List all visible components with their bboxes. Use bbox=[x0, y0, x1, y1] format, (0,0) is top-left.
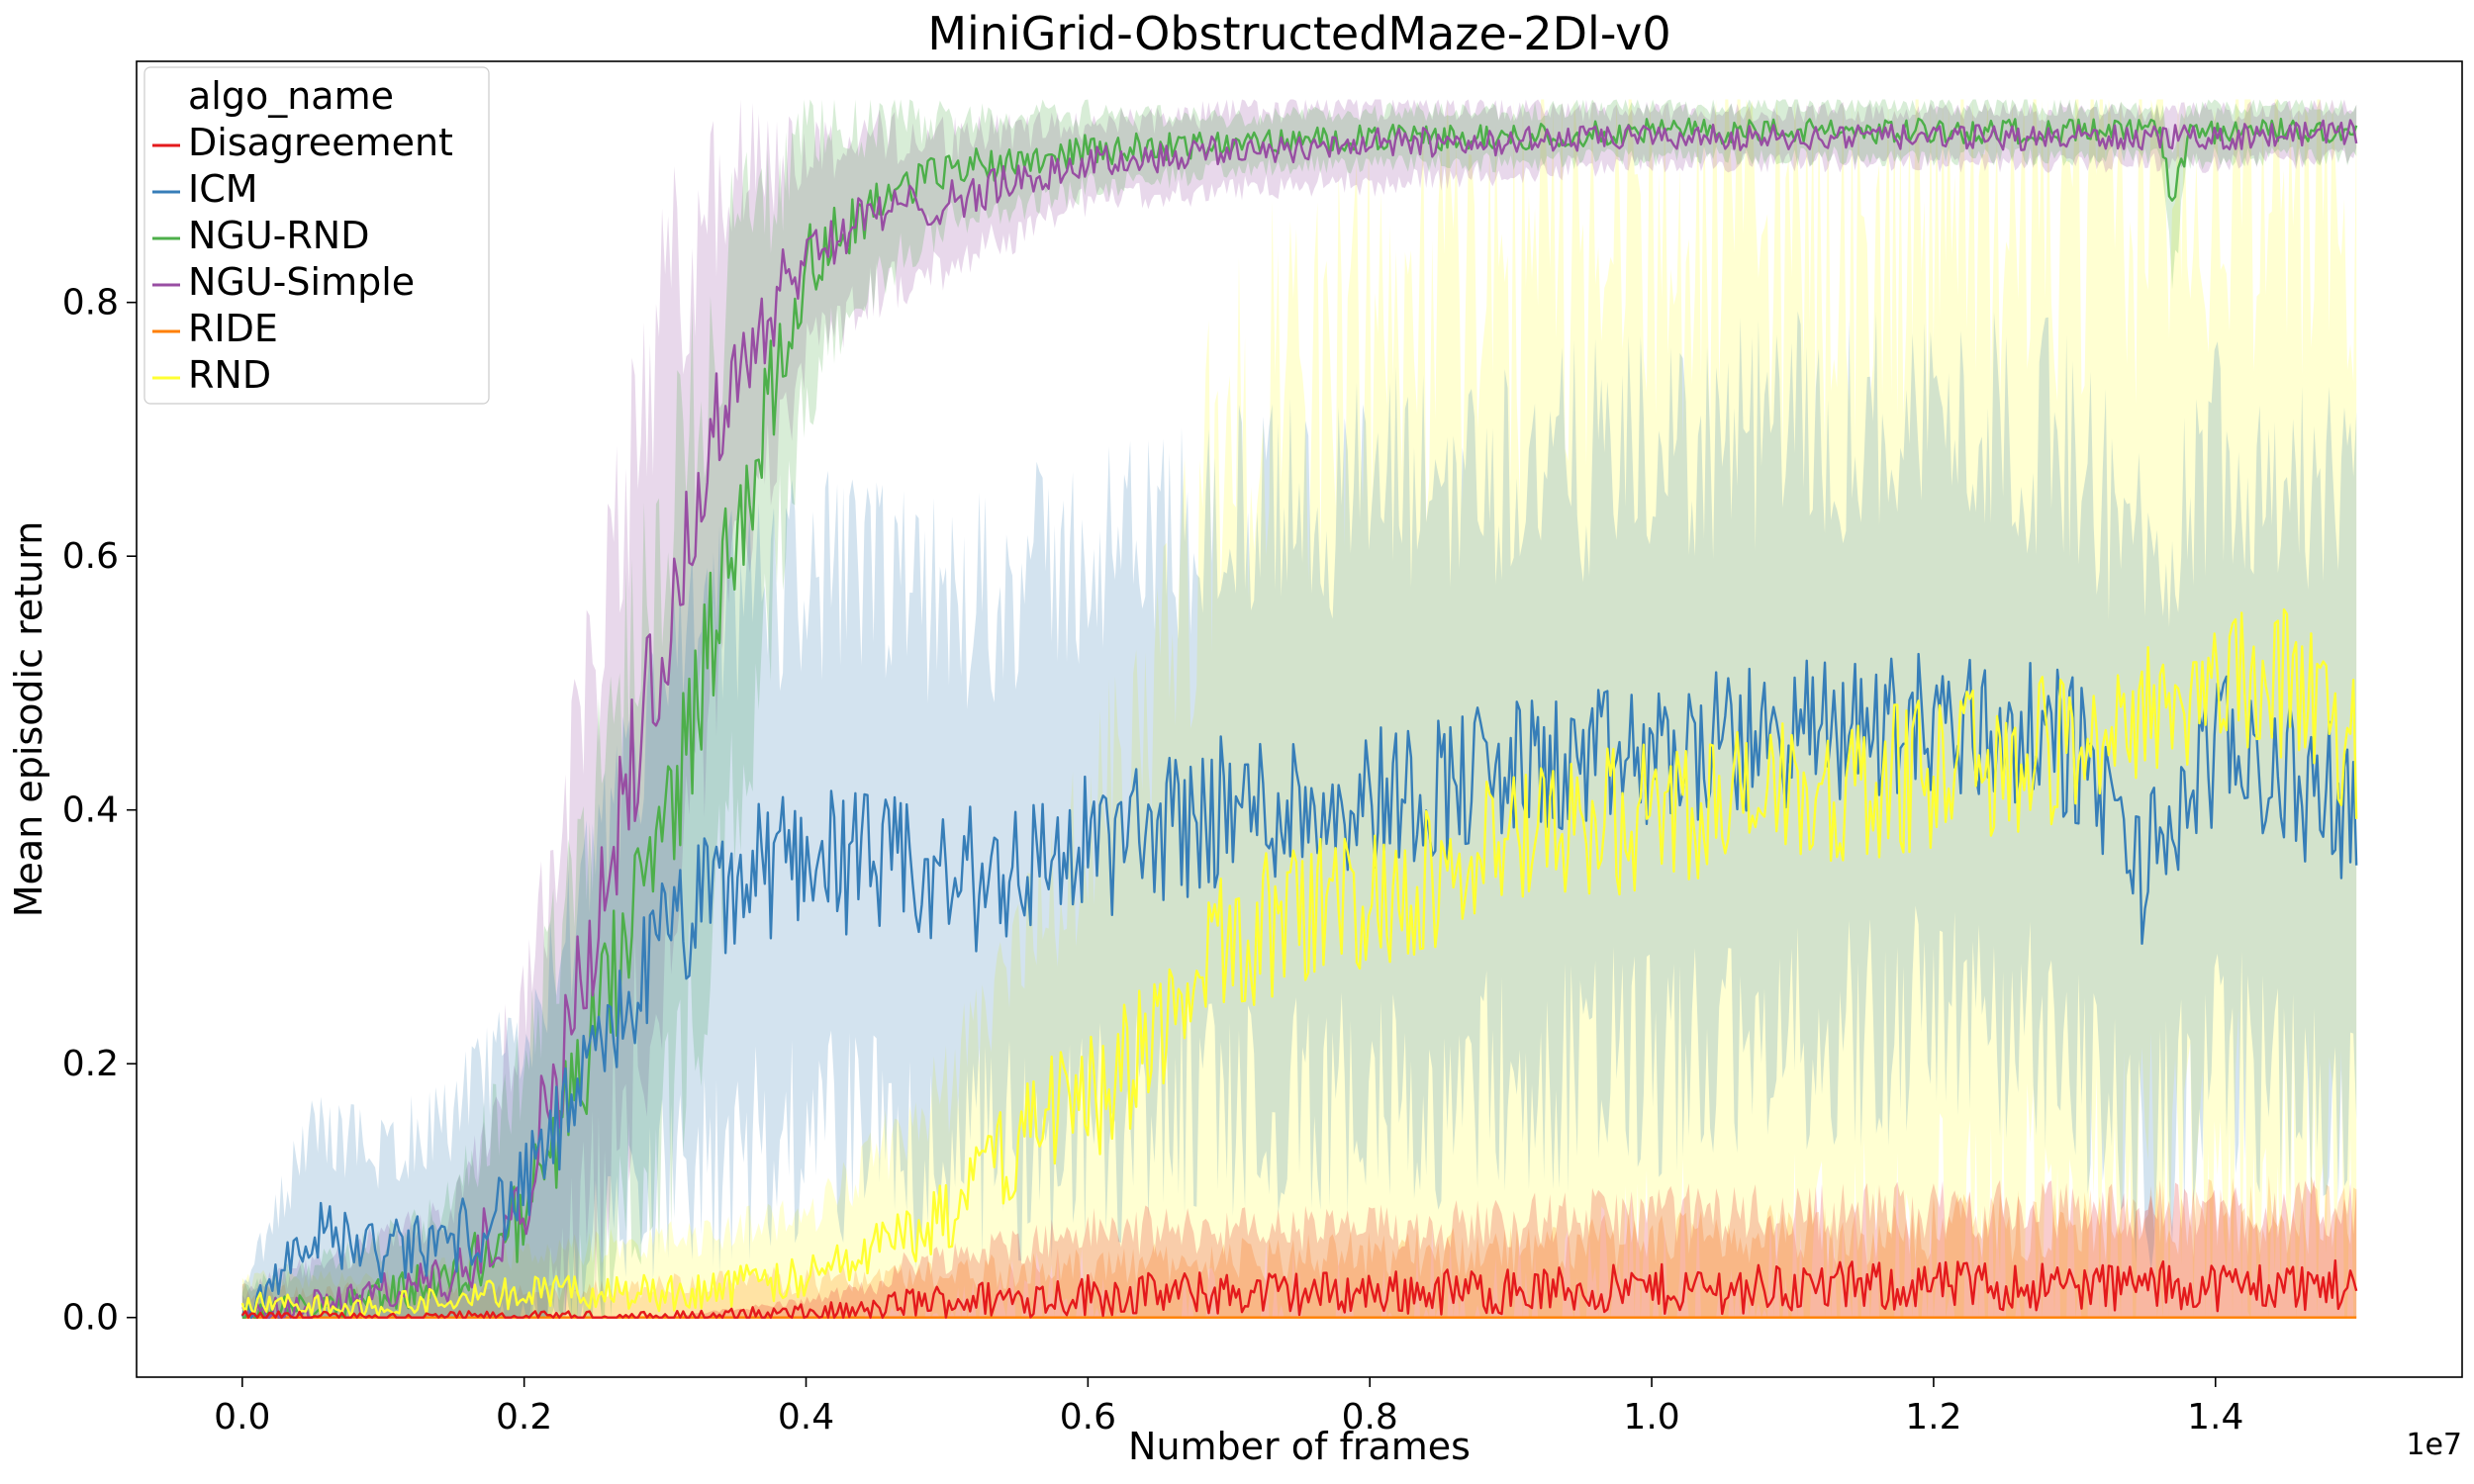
lines-layer bbox=[240, 117, 2358, 1319]
legend-label: NGU-RND bbox=[188, 214, 370, 257]
legend-label: NGU-Simple bbox=[188, 260, 415, 304]
x-tick-label: 0.8 bbox=[1342, 1397, 1398, 1438]
y-axis-ticks: 0.0 0.2 0.4 0.6 0.8 bbox=[62, 283, 137, 1339]
y-tick-label: 0.8 bbox=[62, 283, 119, 324]
legend-item-disagreement: Disagreement bbox=[152, 121, 453, 164]
x-axis-offset-label: 1e7 bbox=[2406, 1428, 2462, 1462]
y-tick-label: 0.4 bbox=[62, 790, 119, 831]
legend-item-ride: RIDE bbox=[152, 307, 278, 350]
legend-item-icm: ICM bbox=[152, 167, 258, 211]
x-tick-label: 0.6 bbox=[1060, 1397, 1116, 1438]
legend: algo_name DisagreementICMNGU-RNDNGU-Simp… bbox=[143, 66, 490, 405]
y-axis-label: Mean episodic return bbox=[7, 521, 50, 918]
series-line-ngu-simple bbox=[241, 119, 2358, 1319]
series-band-disagreement bbox=[241, 1179, 2357, 1318]
x-axis-ticks: 0.0 0.2 0.4 0.6 0.8 1.0 1.2 1.4 bbox=[214, 1377, 2243, 1438]
legend-label: RIDE bbox=[188, 307, 278, 350]
legend-label: ICM bbox=[188, 167, 258, 211]
x-tick-label: 1.0 bbox=[1623, 1397, 1679, 1438]
legend-item-rnd: RND bbox=[152, 353, 271, 397]
legend-item-ngu-rnd: NGU-RND bbox=[152, 214, 370, 257]
x-tick-label: 0.2 bbox=[496, 1397, 552, 1438]
plot-area-frame bbox=[136, 60, 2463, 1378]
y-tick-label: 0.6 bbox=[62, 536, 119, 577]
series-line-ngu-rnd bbox=[241, 117, 2358, 1319]
x-tick-label: 0.4 bbox=[778, 1397, 834, 1438]
chart-title: MiniGrid-ObstructedMaze-2Dl-v0 bbox=[927, 7, 1670, 60]
series-band-ngu-rnd bbox=[241, 99, 2357, 1318]
y-tick-label: 0.2 bbox=[62, 1044, 119, 1084]
legend-label: RND bbox=[188, 353, 271, 397]
x-axis-label: Number of frames bbox=[1128, 1425, 1471, 1468]
series-band-rnd bbox=[241, 99, 2357, 1318]
x-tick-label: 1.4 bbox=[2187, 1397, 2243, 1438]
legend-item-ngu-simple: NGU-Simple bbox=[152, 260, 415, 304]
series-line-rnd bbox=[240, 607, 2358, 1319]
legend-box bbox=[143, 66, 490, 405]
legend-title: algo_name bbox=[188, 74, 394, 118]
series-line-disagreement bbox=[240, 1258, 2358, 1319]
legend-label: Disagreement bbox=[188, 121, 453, 164]
x-tick-label: 1.2 bbox=[1905, 1397, 1961, 1438]
series-band-ngu-simple bbox=[241, 99, 2357, 1318]
x-tick-label: 0.0 bbox=[214, 1397, 270, 1438]
y-tick-label: 0.0 bbox=[62, 1298, 119, 1339]
